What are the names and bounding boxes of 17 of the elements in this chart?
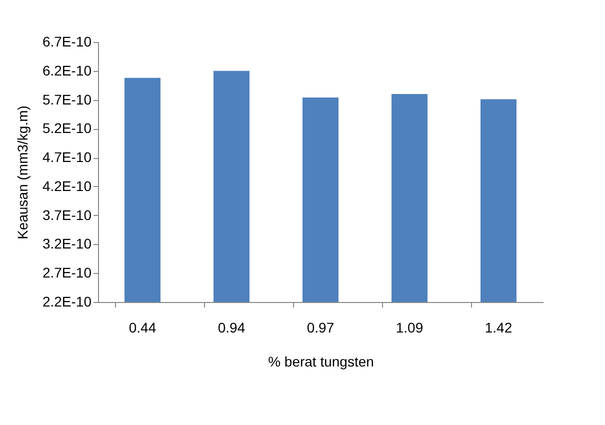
y-axis-title: Keausan (mm3/kg.m) [14, 106, 30, 240]
y-tick-label: 4.2E-10 [42, 178, 92, 194]
y-tick-label: 5.2E-10 [42, 120, 92, 136]
y-tick-label: 6.7E-10 [42, 34, 92, 50]
y-tick-label: 2.7E-10 [42, 264, 92, 281]
x-tick-label: 1.09 [396, 320, 424, 336]
y-tick-label: 2.2E-10 [42, 294, 92, 310]
x-tick-label: 0.97 [306, 320, 334, 336]
x-tick-label: 0.94 [218, 320, 246, 336]
y-tick-label: 6.2E-10 [42, 62, 92, 78]
x-axis-title: % berat tungsten [268, 354, 374, 370]
y-tick-label: 5.7E-10 [42, 91, 92, 108]
y-tick-label: 3.2E-10 [42, 236, 92, 252]
y-tick-label: 4.7E-10 [42, 149, 92, 166]
y-tick-label: 3.7E-10 [42, 206, 92, 223]
x-tick-label: 0.44 [128, 320, 156, 336]
x-tick-label: 1.42 [484, 320, 512, 336]
